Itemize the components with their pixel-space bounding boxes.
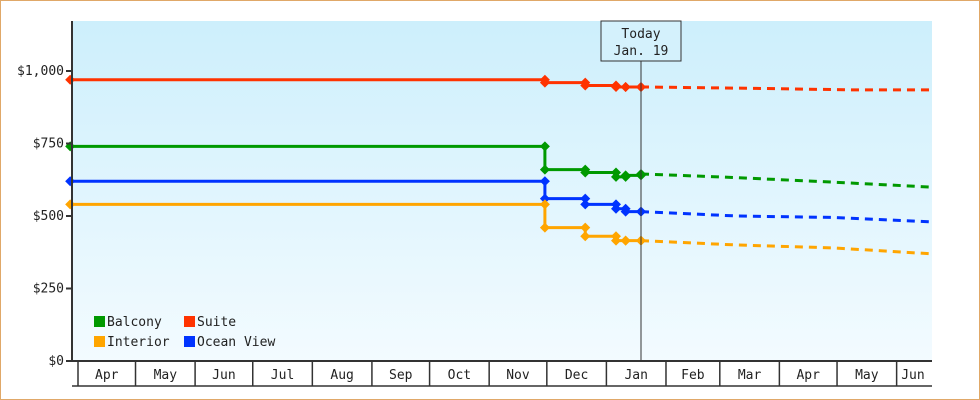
today-label: Today [621, 27, 660, 42]
y-tick-label: $750 [33, 137, 64, 152]
month-label: May [855, 368, 879, 383]
y-tick-label: $1,000 [17, 64, 64, 79]
y-tick-label: $500 [33, 209, 64, 224]
data-point [539, 199, 550, 210]
data-point [539, 77, 550, 88]
month-label: Jun [901, 368, 924, 383]
month-label: Feb [681, 368, 705, 383]
data-point [611, 81, 622, 92]
month-label: Apr [796, 368, 820, 383]
month-label: Jul [271, 368, 294, 383]
series-forecast-interior [640, 239, 930, 256]
legend-label: Interior [107, 335, 170, 350]
data-point [580, 167, 591, 178]
data-point [539, 193, 550, 204]
series-forecast-ocean-view [640, 210, 930, 224]
today-box [600, 20, 682, 62]
legend-swatch [94, 316, 105, 327]
data-point [620, 170, 631, 181]
plot-area [72, 21, 932, 361]
month-label: May [154, 368, 178, 383]
month-label: Jan [624, 368, 647, 383]
data-point [580, 199, 591, 210]
today-date: Jan. 19 [614, 44, 669, 59]
month-label: Jun [212, 368, 235, 383]
series-forecast-suite [640, 85, 930, 92]
month-label: Oct [448, 368, 471, 383]
data-point [580, 231, 591, 242]
data-point [611, 171, 622, 182]
data-point [611, 235, 622, 246]
month-label: Dec [565, 368, 588, 383]
data-point [539, 176, 550, 187]
data-point [620, 206, 631, 217]
data-point [620, 235, 631, 246]
data-point [539, 141, 550, 152]
y-tick-label: $250 [33, 282, 64, 297]
month-label: Aug [330, 368, 353, 383]
month-label: Mar [738, 368, 762, 383]
month-label: Nov [506, 368, 530, 383]
legend-swatch [184, 316, 195, 327]
data-point [611, 203, 622, 214]
data-point [580, 222, 591, 233]
legend-label: Suite [197, 315, 236, 330]
legend-swatch [94, 336, 105, 347]
legend-swatch [184, 336, 195, 347]
data-point [539, 222, 550, 233]
month-label: Apr [95, 368, 119, 383]
data-point [620, 81, 631, 92]
data-point [580, 193, 591, 204]
legend-label: Balcony [107, 315, 162, 330]
y-tick-label: $0 [48, 354, 64, 369]
data-point [539, 164, 550, 175]
legend-label: Ocean View [197, 335, 275, 350]
data-point [580, 80, 591, 91]
series-forecast-balcony [640, 172, 930, 189]
month-label: Sep [389, 368, 413, 383]
